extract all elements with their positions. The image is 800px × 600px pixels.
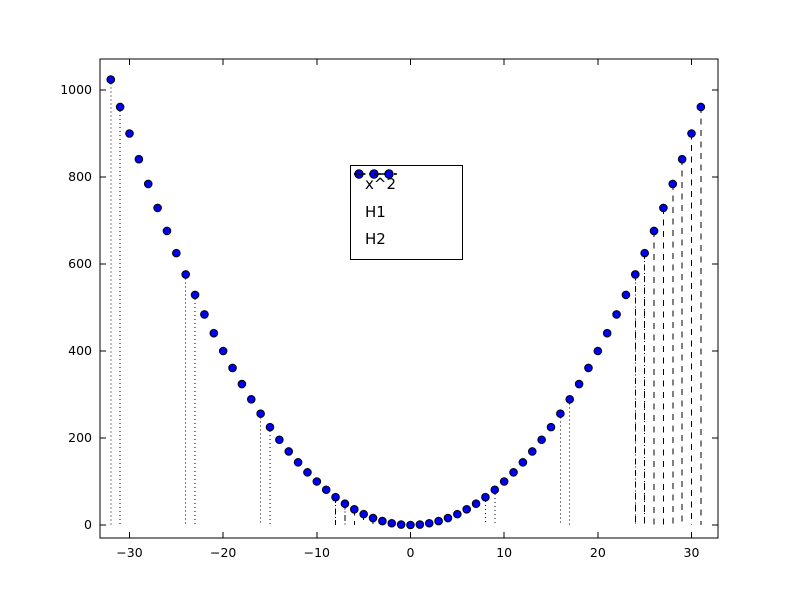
data-point: [265, 422, 275, 432]
data-point: [237, 379, 247, 389]
data-point: [602, 328, 612, 338]
data-point: [499, 477, 509, 486]
data-point: [490, 485, 500, 495]
legend-item-h1: H1: [354, 173, 456, 226]
data-point: [134, 154, 144, 164]
data-point: [443, 513, 453, 523]
data-point: [537, 435, 546, 445]
legend-marker-dotted-line-icon: [354, 173, 397, 175]
data-point: [574, 379, 584, 389]
data-point: [293, 458, 303, 467]
data-point: [546, 422, 556, 432]
y-tick-label: 400: [68, 343, 92, 358]
data-point: [677, 154, 687, 164]
data-point: [556, 409, 565, 418]
data-point: [696, 102, 706, 112]
legend-label-h1: H1: [365, 202, 386, 221]
axis-ticks: [100, 59, 718, 538]
data-point: [621, 290, 631, 300]
data-point: [518, 458, 528, 467]
data-point: [527, 447, 537, 456]
data-point: [640, 248, 649, 258]
data-point: [509, 468, 518, 477]
data-point: [303, 468, 312, 477]
y-tick-label: 200: [68, 430, 92, 445]
series-x2-points: [106, 75, 706, 530]
data-point: [209, 328, 219, 338]
legend-label-x2: x^2: [365, 174, 396, 193]
data-point: [359, 509, 368, 519]
data-point: [424, 518, 434, 528]
data-point: [387, 518, 397, 528]
y-tick-label: 600: [68, 256, 92, 271]
x-tick-label: 0: [407, 545, 415, 560]
series-h2-vlines: [110, 79, 646, 525]
x-tick-label: 10: [496, 545, 512, 560]
data-point: [284, 447, 294, 456]
data-point: [125, 129, 134, 138]
x-tick-label: −30: [116, 545, 142, 560]
data-point: [378, 516, 387, 526]
data-point: [659, 203, 668, 213]
y-tick-label: 800: [68, 169, 92, 184]
data-point: [649, 226, 659, 236]
data-point: [340, 499, 350, 508]
data-point: [668, 179, 678, 189]
data-point: [630, 270, 640, 279]
data-point: [453, 509, 462, 519]
y-tick-label: 0: [84, 517, 92, 532]
data-point: [172, 248, 181, 258]
data-point: [565, 394, 575, 404]
data-point: [275, 435, 284, 445]
data-point: [321, 485, 331, 495]
data-point: [143, 179, 153, 189]
data-point: [228, 363, 237, 373]
data-point: [349, 505, 359, 514]
axes-frame: [99, 58, 719, 539]
x-tick-label: 30: [684, 545, 700, 560]
data-point: [331, 492, 340, 502]
data-point: [584, 363, 593, 373]
data-point: [181, 270, 191, 279]
data-point: [312, 477, 322, 486]
data-point: [368, 513, 378, 523]
data-point: [687, 129, 696, 138]
data-point: [162, 226, 172, 236]
data-point: [434, 516, 443, 526]
y-tick-label: 1000: [60, 82, 92, 97]
legend-item-h2: H2: [354, 173, 456, 253]
data-point: [256, 409, 265, 418]
data-point: [462, 505, 471, 514]
data-point: [200, 310, 209, 319]
data-point: [106, 75, 116, 84]
data-point: [153, 203, 162, 213]
data-point: [481, 492, 490, 502]
data-point: [415, 520, 425, 529]
x-tick-label: −10: [304, 545, 330, 560]
data-point: [246, 394, 256, 404]
data-point: [218, 346, 228, 356]
data-point: [593, 346, 603, 356]
x-tick-label: −20: [210, 545, 236, 560]
data-point: [115, 102, 125, 112]
x-tick-label: 20: [590, 545, 606, 560]
legend: x^2 H1 H2: [350, 165, 463, 260]
data-point: [190, 290, 200, 300]
data-point: [406, 520, 415, 530]
data-point: [612, 310, 621, 319]
legend-label-h2: H2: [365, 230, 386, 249]
data-point: [471, 499, 481, 508]
data-point: [396, 520, 406, 529]
